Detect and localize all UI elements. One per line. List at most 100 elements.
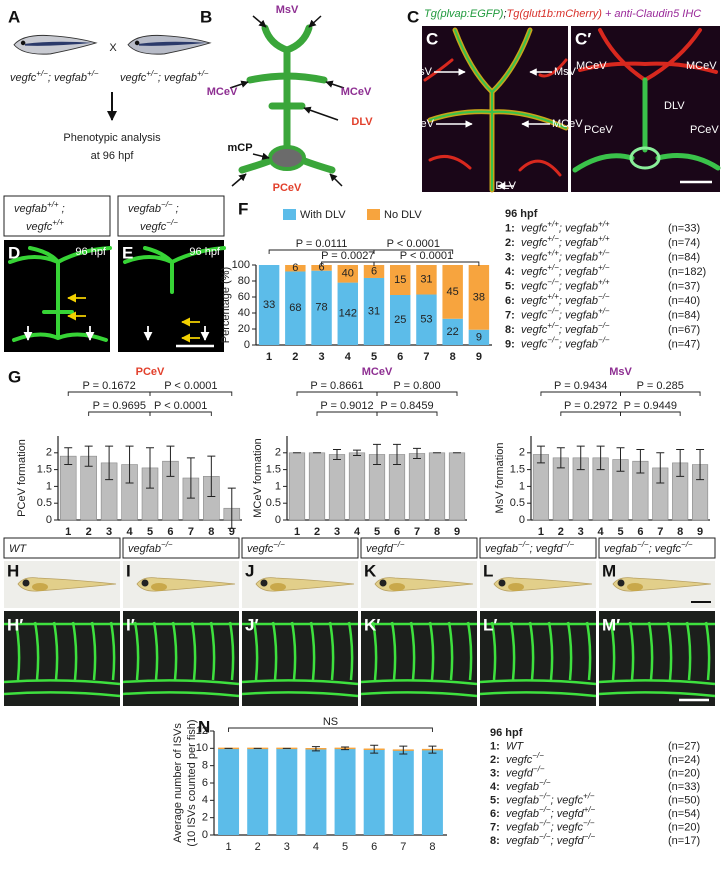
panel-label: M′ (602, 615, 620, 634)
text-part: WT (506, 740, 524, 752)
panel-label: N (198, 717, 210, 736)
vessel-label: MsV (276, 4, 299, 16)
x-tick-label: 9 (454, 526, 460, 538)
shape (229, 80, 249, 89)
y-tick-label: 0 (275, 514, 281, 526)
text-part: +/+ (47, 200, 59, 209)
panel-label: B (200, 7, 212, 26)
text-part: +/− (598, 263, 610, 272)
y-tick-label: 1.5 (510, 464, 525, 476)
bar (328, 454, 346, 521)
key-n: (n=40) (668, 295, 700, 307)
y-tick-label: 0 (519, 514, 525, 526)
text-part: WT (9, 543, 27, 555)
bar (276, 748, 298, 835)
text-part: ; vegfab (559, 251, 598, 263)
micrograph (480, 611, 596, 706)
fish (127, 34, 212, 55)
text-part: +/+ (598, 234, 610, 243)
vessel-label: MCeV (552, 118, 583, 130)
key-genotype: vegfab−/− (506, 778, 551, 793)
text-part: vegfc (521, 338, 548, 350)
text-part: −/− (532, 751, 544, 760)
panel-label: K (364, 561, 377, 580)
key-n: (n=20) (668, 767, 700, 779)
key-title: 96 hpf (490, 727, 523, 739)
bar-segment (442, 265, 463, 319)
key-n: (n=20) (668, 821, 700, 833)
vessel-label: PCeV (584, 124, 613, 136)
p-value: NS (323, 716, 338, 728)
p-value: P = 0.8661 (310, 380, 363, 392)
y-axis-label: Percentage (%) (220, 267, 232, 343)
y-axis-label: (10 ISVs counted per fish) (186, 719, 198, 846)
error-bar (311, 746, 320, 752)
text-part: vegfab (128, 543, 161, 555)
shape (252, 152, 270, 161)
count-label: 31 (420, 274, 432, 286)
error-bar (393, 443, 401, 466)
error-bar (556, 447, 565, 469)
shape (8, 246, 226, 342)
bar-segment (285, 271, 306, 345)
bar (428, 452, 446, 521)
key-number: 8: (505, 324, 515, 336)
text-part: +/− (36, 69, 48, 78)
key-number: 1: (490, 740, 500, 752)
bar (59, 455, 77, 521)
y-tick-label: 0 (46, 514, 52, 526)
y-tick-label: 6 (202, 777, 208, 789)
error-bar (656, 452, 665, 484)
y-axis-label: MCeV formation (252, 438, 264, 517)
text-part: ; vegfd (551, 808, 585, 820)
text-part: ; vegfd (530, 543, 564, 555)
shape (23, 180, 712, 348)
larva (136, 577, 236, 592)
shape (8, 246, 112, 342)
count-label: 45 (447, 286, 459, 298)
chart-title: PCeV (136, 366, 165, 378)
count-label: 78 (315, 302, 327, 314)
text-part: +/− (547, 321, 559, 330)
x-tick-label: 8 (429, 841, 435, 853)
x-tick-label: 4 (345, 351, 352, 363)
text-part: vegfc (247, 543, 274, 555)
x-tick-label: 9 (697, 526, 703, 538)
micrograph (4, 611, 120, 706)
key-n: (n=24) (668, 754, 700, 766)
key-number: 7: (505, 309, 515, 321)
shape (231, 173, 247, 187)
y-tick-label: 4 (202, 794, 208, 806)
x-tick-label: 2 (255, 841, 261, 853)
genotype: vegfc+/+ (26, 218, 64, 233)
yolk (389, 583, 405, 591)
text-part: +/− (87, 69, 99, 78)
panel-label: F (238, 199, 248, 218)
y-tick-label: 0 (244, 339, 250, 351)
text-part: vegfc (521, 266, 548, 278)
bar (448, 452, 466, 521)
micrograph (361, 611, 477, 706)
stage-label: 96 hpf (189, 246, 221, 258)
x-tick-label: 1 (65, 526, 71, 538)
panel-label: J (245, 561, 254, 580)
count-label: 6 (292, 262, 298, 274)
x-tick-label: 5 (374, 526, 380, 538)
larva (493, 577, 593, 592)
p-value: P = 0.9449 (624, 400, 677, 412)
count-label: 6 (371, 265, 377, 277)
key-number: 8: (490, 835, 500, 847)
significance-bracket (376, 411, 438, 416)
header-box (241, 537, 359, 559)
text-part: −/− (637, 540, 649, 549)
text-part: vegfab (506, 835, 539, 847)
larva (612, 577, 712, 592)
micrograph (242, 611, 358, 706)
error-bar (596, 445, 605, 471)
larva-eye (617, 579, 625, 587)
yolk (627, 583, 643, 591)
vessels (3, 621, 121, 698)
x-tick-label: 6 (637, 526, 643, 538)
